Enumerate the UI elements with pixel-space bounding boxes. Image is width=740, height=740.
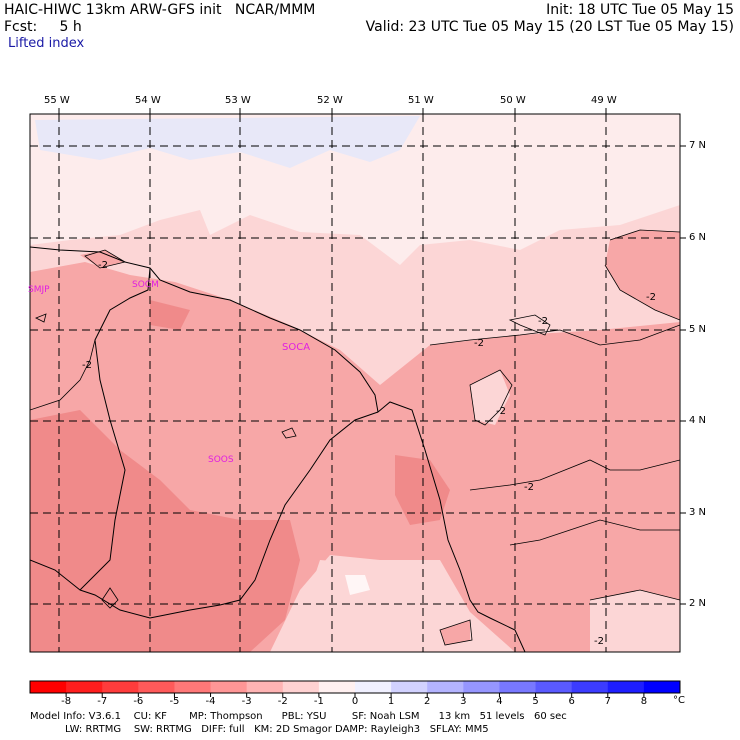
ticks — [58, 108, 686, 605]
colorbar-swatch — [607, 681, 645, 693]
contour-label: -2 — [538, 316, 548, 327]
colorbar-swatch — [318, 681, 356, 693]
lat-label: 4 N — [689, 415, 707, 426]
field-neg3 — [30, 410, 300, 652]
coastlines — [30, 246, 526, 652]
shaded-field — [30, 114, 680, 652]
field-positive — [35, 116, 420, 168]
field-neg3-c — [150, 300, 190, 330]
field-name: Lifted index — [8, 36, 85, 51]
colorbar-label: 0 — [351, 696, 359, 707]
contour-label: -2 — [524, 482, 534, 493]
colorbar-label: -5 — [169, 696, 180, 707]
colorbar-swatch — [571, 681, 609, 693]
colorbar-swatch — [282, 681, 320, 693]
colorbar-label: 6 — [568, 696, 575, 707]
colorbar-label: 1 — [387, 696, 395, 707]
colorbar-label: 3 — [460, 696, 467, 707]
field-neg2-ne — [605, 230, 680, 320]
colorbar-swatch — [463, 681, 500, 693]
field-light-3 — [470, 370, 510, 425]
colorbar-label: -1 — [313, 696, 324, 707]
graticule — [30, 114, 680, 652]
station-labels: SMJP SOCM SOCA SOOS — [28, 280, 310, 465]
lat-label: 3 N — [689, 507, 707, 518]
field-neg3-b — [395, 455, 450, 525]
lon-label: 53 W — [225, 95, 251, 106]
lat-label: 6 N — [689, 232, 707, 243]
colorbar-swatch — [643, 681, 681, 693]
colorbar-label: -8 — [61, 696, 72, 707]
map-frame — [29, 113, 681, 653]
colorbar-swatch — [174, 681, 212, 693]
contour-label: -2 — [98, 260, 108, 271]
contour-label: -2 — [82, 360, 92, 371]
station-socm: SOCM — [132, 280, 159, 290]
contour-labels: -2 -2 -2 -2 -2 -2 -2 -2 — [82, 260, 656, 647]
colorbar-swatch — [246, 681, 284, 693]
lon-label: 52 W — [317, 95, 343, 106]
colorbar-swatch — [102, 681, 139, 693]
model-info-line2: LW: RRTMG SW: RRTMG DIFF: full KM: 2D Sm… — [30, 724, 489, 735]
colorbar-swatch — [535, 681, 573, 693]
lon-label: 51 W — [408, 95, 434, 106]
colorbar-swatch — [499, 681, 537, 693]
colorbar-ticks — [65, 693, 645, 697]
colorbar-label: -3 — [241, 696, 252, 707]
field-light-5 — [440, 620, 470, 645]
colorbar-swatch — [210, 681, 248, 693]
lon-label: 49 W — [591, 95, 617, 106]
forecast-hour: Fcst: 5 h — [4, 19, 82, 35]
field-light-2 — [345, 575, 370, 595]
lon-label: 55 W — [44, 95, 70, 106]
station-soos: SOOS — [208, 455, 234, 465]
model-title: HAIC-HIWC 13km ARW-GFS init NCAR/MMM — [4, 2, 316, 18]
contour-label: -2 — [474, 338, 484, 349]
colorbar-swatch — [138, 681, 175, 693]
lat-label: 5 N — [689, 324, 707, 335]
valid-time: Valid: 23 UTC Tue 05 May 15 (20 LST Tue … — [365, 19, 734, 35]
colorbar-label: -6 — [133, 696, 144, 707]
colorbar-label: 7 — [604, 696, 611, 707]
field-light-4 — [590, 590, 680, 652]
colorbar-label: 5 — [532, 696, 539, 707]
colorbar-unit: °C — [673, 695, 685, 706]
lon-label: 50 W — [500, 95, 526, 106]
colorbar-label: -2 — [277, 696, 288, 707]
colorbar-label: 2 — [424, 696, 431, 707]
field-light-1 — [300, 560, 400, 640]
init-time: Init: 18 UTC Tue 05 May 15 — [546, 2, 734, 18]
contour-label: -2 — [646, 292, 656, 303]
colorbar-swatch — [30, 681, 67, 693]
station-soca: SOCA — [282, 342, 310, 353]
colorbar-label: 4 — [496, 696, 503, 707]
colorbar-label: -4 — [205, 696, 216, 707]
colorbar-swatch — [427, 681, 464, 693]
contour-label: -2 — [496, 406, 506, 417]
lat-label: 2 N — [689, 598, 707, 609]
colorbar-label: -7 — [97, 696, 108, 707]
contour-label: -2 — [594, 636, 604, 647]
colorbar — [29, 680, 681, 694]
lon-label: 54 W — [135, 95, 161, 106]
station-smjp: SMJP — [28, 285, 50, 295]
model-info-line1: Model Info: V3.6.1 CU: KF MP: Thompson P… — [30, 711, 567, 722]
colorbar-swatch — [355, 681, 392, 693]
colorbar-swatch — [66, 681, 103, 693]
lat-label: 7 N — [689, 140, 707, 151]
colorbar-swatch — [391, 681, 428, 693]
colorbar-label: 8 — [640, 696, 648, 707]
